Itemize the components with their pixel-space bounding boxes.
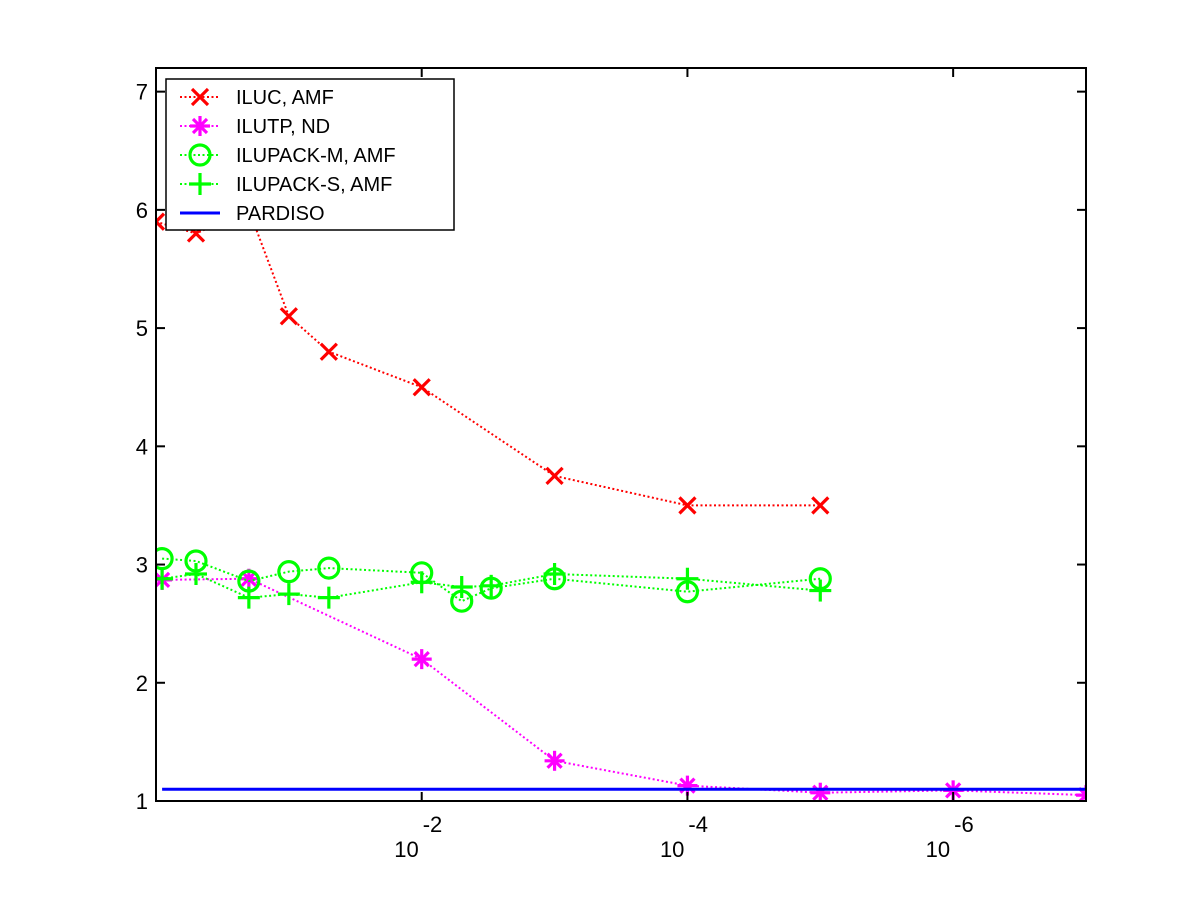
axes-box [155, 67, 1087, 802]
legend: ILUC, AMF ILUTP, ND ILUPACK-M, AMF ILUPACK-… [165, 78, 455, 231]
data-point-ilupack-s-amf [237, 586, 260, 609]
x-tick-base: 10 [660, 837, 684, 862]
x-tick-exponent: -2 [423, 812, 443, 837]
data-point-ilupack-s-amf [410, 571, 433, 594]
legend-marker [190, 87, 210, 107]
data-point-iluc-amf [678, 496, 697, 515]
data-point-ilupack-s-amf [676, 567, 699, 590]
x-tick-base: 10 [394, 837, 418, 862]
data-point-ilutp-nd [544, 750, 565, 771]
y-tick-label: 3 [136, 553, 148, 578]
data-point-ilupack-s-amf [450, 576, 473, 599]
legend-entry-pardiso: PARDISO [180, 203, 325, 225]
data-point-ilupack-s-amf [809, 579, 832, 602]
data-point-ilupack-m-amf [317, 556, 341, 580]
legend-label: ILUTP, ND [236, 116, 330, 138]
data-point-ilutp-nd [411, 649, 432, 670]
x-tick-label: 10-2 [394, 812, 442, 862]
data-point-ilupack-s-amf [317, 586, 340, 609]
data-point-ilupack-s-amf [184, 563, 207, 586]
legend-entry-iluc-amf: ILUC, AMF [180, 87, 334, 109]
x-tick-label: 10-4 [660, 812, 708, 862]
data-point-iluc-amf [319, 342, 338, 361]
legend-marker [189, 173, 211, 195]
y-tick-label: 2 [136, 671, 148, 696]
legend-marker [190, 116, 210, 136]
data-point-iluc-amf [545, 466, 564, 486]
data-point-ilupack-s-amf [277, 583, 300, 606]
legend-label: ILUC, AMF [236, 87, 334, 109]
data-point-ilupack-m-amf [277, 560, 301, 584]
data-point-ilutp-nd [810, 782, 831, 801]
series-ilupack-s-amf [156, 563, 832, 609]
legend-label: ILUPACK-S, AMF [236, 174, 392, 196]
data-point-ilupack-s-amf [543, 563, 566, 586]
y-tick-label: 4 [136, 434, 148, 459]
data-point-iluc-amf [412, 378, 431, 397]
legend-label: PARDISO [236, 203, 325, 225]
y-tick-label: 7 [136, 80, 148, 105]
x-tick-base: 10 [926, 837, 950, 862]
data-point-iluc-amf [279, 307, 298, 326]
y-tick-label: 1 [136, 789, 148, 814]
legend-label: ILUPACK-M, AMF [236, 145, 396, 167]
series-layer [156, 200, 1086, 801]
data-point-iluc-amf [811, 496, 830, 515]
data-point-iluc-amf [156, 212, 166, 231]
data-point-ilupack-s-amf [156, 567, 174, 590]
legend-entry-ilupack-s-amf: ILUPACK-S, AMF [180, 173, 392, 196]
legend-marker [188, 143, 212, 167]
series-line-ilupack-m-amf [162, 557, 821, 603]
legend-box [165, 78, 455, 231]
x-tick-exponent: -4 [688, 812, 708, 837]
series-line-ilutp-nd [162, 577, 1086, 797]
x-tick-label: 10-6 [926, 812, 974, 862]
legend-entry-ilupack-m-amf: ILUPACK-M, AMF [180, 143, 396, 167]
y-tick-label: 6 [136, 198, 148, 223]
x-tick-exponent: -6 [954, 812, 974, 837]
y-tick-label: 5 [136, 316, 148, 341]
legend-entry-ilutp-nd: ILUTP, ND [180, 116, 330, 138]
series-iluc-amf [156, 200, 830, 515]
data-point-ilupack-s-amf [480, 574, 503, 597]
